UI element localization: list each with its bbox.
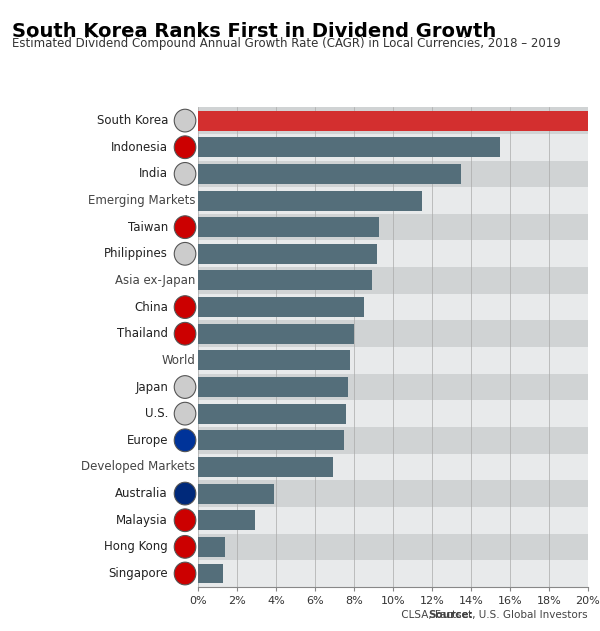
Bar [198, 427, 588, 454]
Bar [198, 347, 588, 374]
Text: Philippines: Philippines [104, 247, 168, 261]
Text: U.S.: U.S. [145, 407, 168, 420]
Text: CLSA, Factset, U.S. Global Investors: CLSA, Factset, U.S. Global Investors [398, 610, 588, 620]
Bar [198, 187, 588, 214]
Bar [198, 107, 588, 134]
Bar [198, 297, 364, 317]
Bar [198, 324, 354, 344]
Bar [198, 563, 223, 584]
Bar [198, 214, 588, 240]
Bar [198, 217, 379, 237]
Text: Japan: Japan [135, 380, 168, 394]
Bar [198, 560, 588, 587]
Text: Malaysia: Malaysia [116, 514, 168, 527]
Bar [198, 134, 588, 160]
Text: Australia: Australia [115, 487, 168, 500]
Bar [198, 110, 588, 131]
Bar [198, 480, 588, 507]
Bar [198, 294, 588, 321]
Text: Indonesia: Indonesia [111, 141, 168, 154]
Text: Taiwan: Taiwan [128, 221, 168, 233]
Bar [198, 457, 332, 477]
Text: Developed Markets: Developed Markets [81, 461, 195, 473]
Text: Emerging Markets: Emerging Markets [88, 194, 195, 207]
Text: South Korea: South Korea [97, 114, 168, 127]
Text: Europe: Europe [127, 433, 168, 447]
Bar [198, 374, 588, 400]
Bar [198, 400, 588, 427]
Text: Asia ex-Japan: Asia ex-Japan [115, 274, 195, 287]
Text: Estimated Dividend Compound Annual Growth Rate (CAGR) in Local Currencies, 2018 : Estimated Dividend Compound Annual Growt… [12, 37, 561, 50]
Bar [198, 321, 588, 347]
Bar [198, 164, 461, 184]
Text: Singapore: Singapore [109, 567, 168, 580]
Bar [198, 191, 422, 211]
Bar [198, 507, 588, 534]
Bar [198, 267, 588, 294]
Bar [198, 240, 588, 267]
Bar [198, 271, 371, 290]
Bar [198, 483, 274, 504]
Bar [198, 510, 254, 530]
Text: Thailand: Thailand [117, 327, 168, 340]
Text: China: China [134, 300, 168, 314]
Bar [198, 430, 344, 451]
Bar [198, 404, 346, 423]
Text: South Korea Ranks First in Dividend Growth: South Korea Ranks First in Dividend Grow… [12, 22, 496, 41]
Bar [198, 244, 377, 264]
Bar [198, 454, 588, 480]
Text: Hong Kong: Hong Kong [104, 540, 168, 553]
Text: World: World [161, 354, 195, 367]
Bar [198, 138, 500, 157]
Text: India: India [139, 167, 168, 180]
Bar [198, 534, 588, 560]
Bar [198, 350, 350, 370]
Bar [198, 377, 348, 397]
Bar [198, 537, 226, 557]
Text: Source:: Source: [428, 610, 473, 620]
Bar [198, 160, 588, 187]
